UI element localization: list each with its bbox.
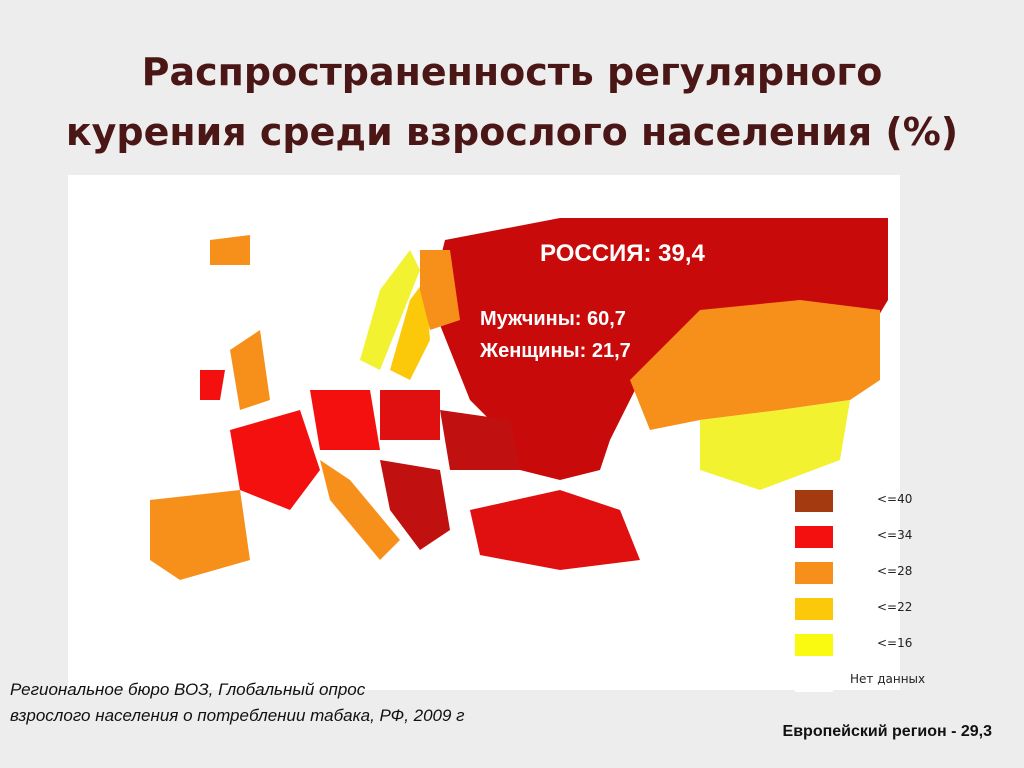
- legend-label: <=28: [877, 564, 913, 578]
- title-line: курения среди взрослого населения (%): [65, 110, 959, 154]
- country: [200, 370, 225, 400]
- footer: Европейский регион - 29,3: [782, 723, 992, 740]
- men-label: Мужчины: 60,7: [480, 308, 626, 330]
- legend-label: <=34: [877, 528, 913, 542]
- country: [390, 280, 430, 380]
- women-label: Женщины: 21,7: [480, 340, 631, 362]
- country: [420, 250, 460, 330]
- country: [380, 460, 450, 550]
- legend-label: <=40: [877, 492, 913, 506]
- source-line: Региональное бюро ВОЗ, Глобальный опрос: [10, 680, 366, 699]
- country: [470, 490, 640, 570]
- legend-swatch: [795, 526, 833, 548]
- legend-label: Нет данных: [850, 672, 926, 686]
- title-line: Распространенность регулярного: [141, 50, 883, 94]
- country: [440, 410, 520, 470]
- legend-swatch: [795, 634, 833, 656]
- country: [230, 410, 320, 510]
- country: [430, 218, 888, 480]
- country: [150, 490, 250, 580]
- legend-swatch: [795, 490, 833, 512]
- map: [150, 218, 888, 580]
- country: [700, 400, 850, 490]
- country: [630, 300, 880, 430]
- country: [320, 460, 400, 560]
- legend-label: <=16: [877, 636, 913, 650]
- russia-label: РОССИЯ: 39,4: [540, 240, 705, 267]
- legend-swatch: [795, 598, 833, 620]
- source-line: взрослого населения о потреблении табака…: [10, 706, 465, 725]
- map-area: РОССИЯ: 39,4 Мужчины: 60,7 Женщины: 21,7: [68, 175, 900, 690]
- country: [360, 250, 420, 370]
- country: [230, 330, 270, 410]
- country: [310, 390, 380, 450]
- legend-label: <=22: [877, 600, 913, 614]
- country: [210, 235, 250, 265]
- country: [380, 390, 440, 440]
- legend-swatch: [795, 670, 833, 692]
- legend-swatch: [795, 562, 833, 584]
